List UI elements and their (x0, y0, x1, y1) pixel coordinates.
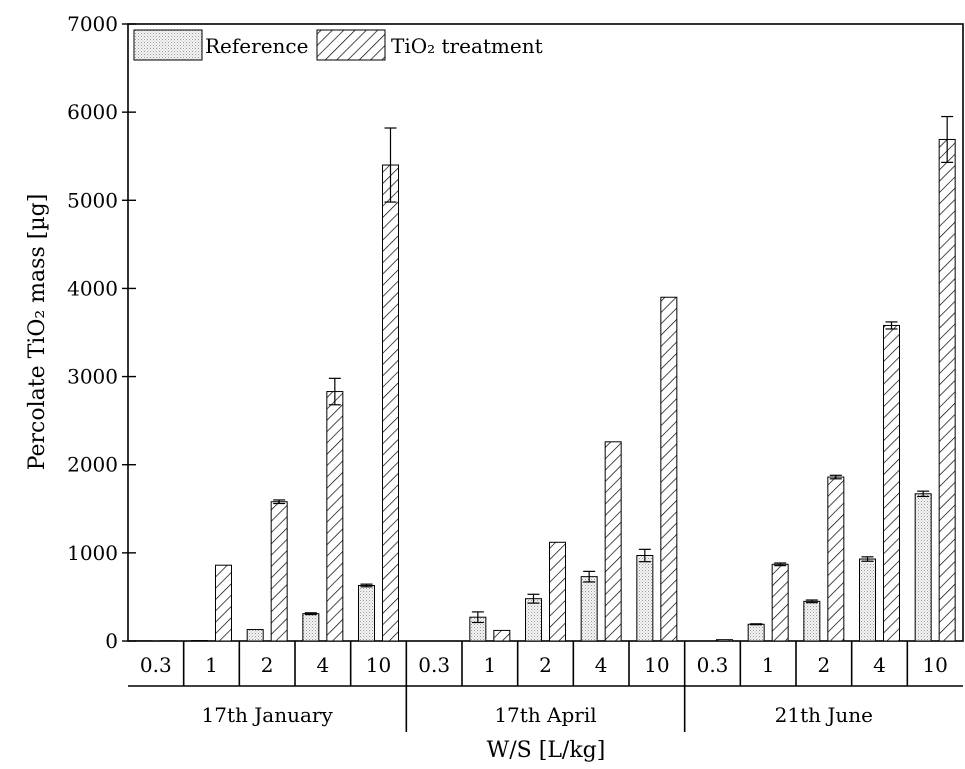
x-category-label: 10 (922, 653, 947, 677)
x-category-label: 4 (873, 653, 886, 677)
y-axis-title: Percolate TiO₂ mass [µg] (25, 194, 50, 471)
plot-frame (127, 23, 964, 642)
legend-swatch-reference (133, 29, 203, 61)
legend-label-reference: Reference (205, 34, 308, 58)
x-group-label: 21th June (775, 703, 873, 727)
x-category-label: 2 (817, 653, 830, 677)
x-category-label: 0.3 (418, 653, 450, 677)
bar-reference (914, 493, 932, 642)
bar-reference (859, 558, 876, 642)
bar-treatment (382, 164, 399, 642)
plot-area: 0 1000 2000 3000 4000 5000 6000 7000 0.3 1 2 4 10 17t… (67, 12, 964, 732)
x-category-label: 10 (366, 653, 391, 677)
bar-treatment (326, 391, 344, 642)
x-category-label: 4 (316, 653, 329, 677)
y-tick-label: 2000 (67, 453, 118, 477)
x-category-label: 1 (762, 653, 775, 677)
bar-reference (246, 629, 264, 642)
x-category-label: 2 (261, 653, 274, 677)
y-tick-label: 0 (105, 629, 118, 653)
x-category-label: 1 (205, 653, 218, 677)
bar-treatment (938, 138, 956, 642)
x-group-label: 17th January (202, 703, 334, 727)
legend: Reference TiO₂ treatment (133, 29, 543, 61)
x-category-label: 10 (644, 653, 669, 677)
bar-reference (803, 600, 821, 642)
x-category-label: 0.3 (140, 653, 172, 677)
bar-treatment (270, 501, 288, 642)
x-axis-title: W/S [L/kg] (487, 738, 606, 763)
x-category-label: 0.3 (697, 653, 729, 677)
y-tick-label: 5000 (67, 188, 118, 212)
bar-reference (580, 576, 598, 642)
legend-label-treatment: TiO₂ treatment (391, 34, 543, 58)
bar-treatment (827, 476, 845, 642)
y-tick-label: 3000 (67, 365, 118, 389)
bar-treatment (660, 296, 678, 642)
bar-reference (636, 555, 654, 642)
bar-reference (525, 598, 542, 642)
y-tick-label: 7000 (67, 12, 118, 36)
bar-treatment (716, 639, 733, 642)
x-category-label: 1 (483, 653, 496, 677)
bar-reference (747, 623, 765, 642)
y-tick-label: 4000 (67, 276, 118, 300)
bar-treatment (549, 541, 566, 642)
x-category-label: 2 (539, 653, 552, 677)
bar-reference (358, 584, 375, 642)
bar-treatment (883, 324, 900, 642)
y-tick-label: 6000 (67, 100, 118, 124)
bar-reference (302, 613, 320, 642)
bar-treatment (771, 563, 789, 642)
bar-treatment (493, 629, 511, 642)
x-group-label: 17th April (494, 703, 596, 727)
x-category-label: 4 (595, 653, 608, 677)
bar-treatment (604, 441, 622, 642)
legend-swatch-treatment (316, 29, 386, 61)
y-tick-label: 1000 (67, 541, 118, 565)
bar-treatment (215, 564, 232, 642)
